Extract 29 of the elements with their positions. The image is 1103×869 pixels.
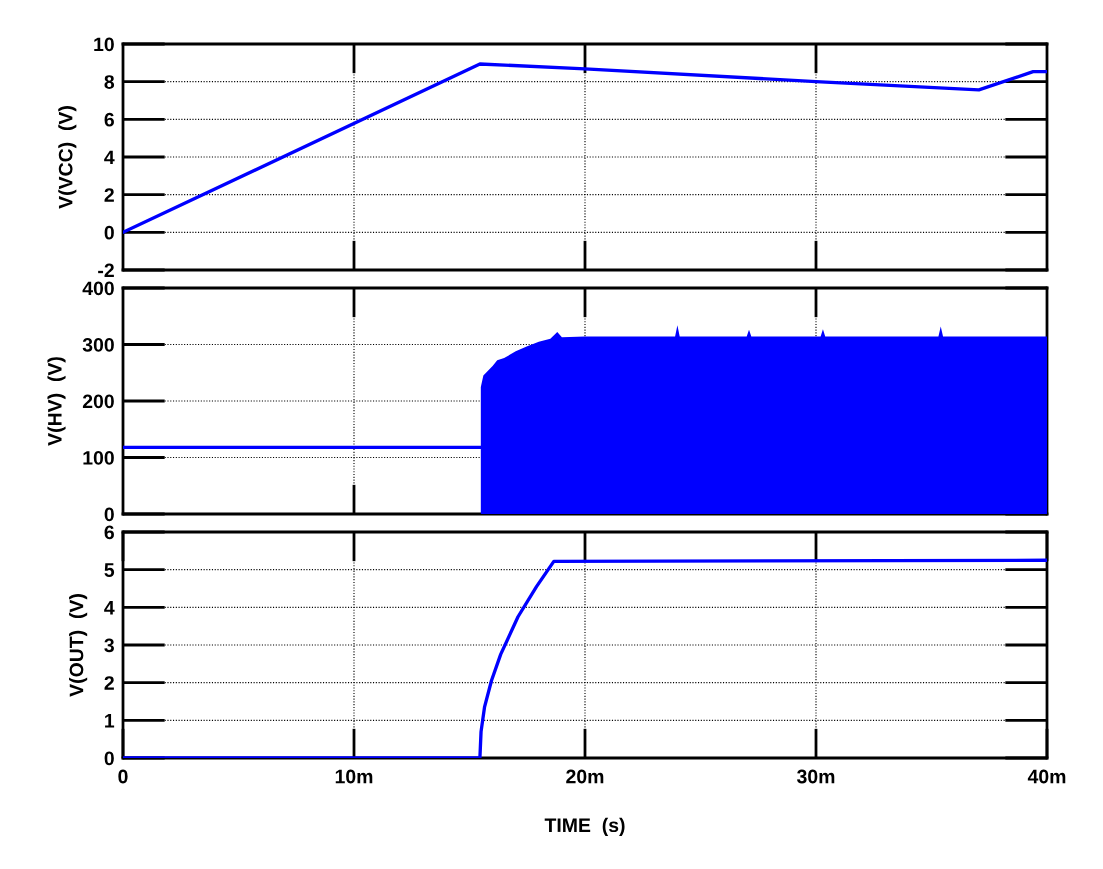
y-tick-label: 3 xyxy=(104,638,114,653)
y-tick-label: 400 xyxy=(82,281,114,296)
y-tick-label: 1 xyxy=(105,714,115,728)
y-tick-label: 6 xyxy=(104,112,114,127)
y-tick-label: 5 xyxy=(104,563,115,577)
y-tick-label: 0 xyxy=(104,225,114,240)
x-tick-label: 0 xyxy=(118,769,128,784)
x-tick-label: 40m xyxy=(1027,769,1066,784)
line-series xyxy=(123,62,1047,234)
y-tick-label: 200 xyxy=(82,394,114,409)
y-axis-title: V(VCC) (V) xyxy=(58,106,77,209)
x-tick-label: 30m xyxy=(796,769,835,784)
y-tick-label: 0 xyxy=(104,507,114,522)
y-tick-label: 6 xyxy=(104,525,114,540)
x-axis-title: TIME (s) xyxy=(544,817,625,836)
x-tick-label: 10m xyxy=(335,769,373,784)
y-tick-label: 4 xyxy=(104,601,115,615)
y-tick-label: -2 xyxy=(98,263,114,278)
y-axis-title: V(HV) (V) xyxy=(47,357,66,446)
y-axis-title: V(OUT) (V) xyxy=(69,594,88,697)
y-tick-label: 10 xyxy=(94,37,114,52)
y-tick-label: 8 xyxy=(104,75,115,89)
y-tick-label: 2 xyxy=(104,188,114,202)
y-tick-label: 0 xyxy=(104,751,114,766)
y-tick-label: 100 xyxy=(83,450,114,465)
x-tick-label: 20m xyxy=(566,769,604,784)
y-tick-label: 4 xyxy=(104,150,115,165)
y-tick-label: 300 xyxy=(82,337,114,352)
y-tick-label: 2 xyxy=(104,676,114,690)
